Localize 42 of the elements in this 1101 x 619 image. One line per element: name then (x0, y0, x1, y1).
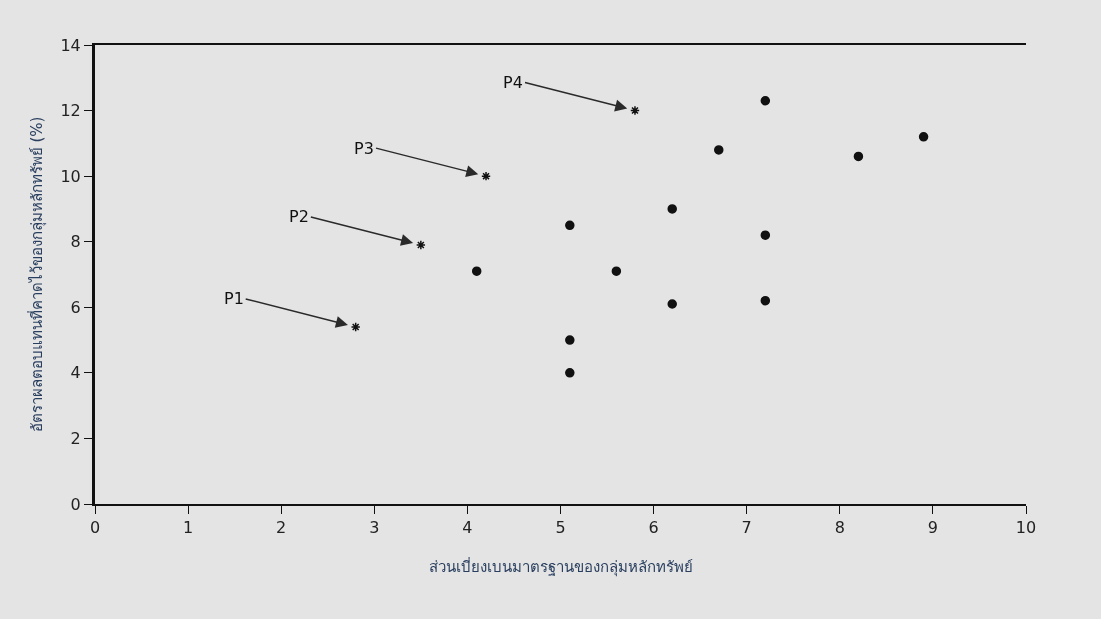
point (565, 220, 575, 231)
point (714, 145, 724, 155)
x-tick-label: 6 (648, 518, 659, 538)
point (918, 132, 929, 142)
y-tick-label: 0 (70, 494, 81, 514)
y-tick-label: 12 (60, 101, 81, 121)
point (760, 295, 771, 306)
point (565, 368, 575, 378)
y-tick-label: 10 (60, 166, 81, 186)
point (611, 266, 622, 276)
x-tick-label: 3 (369, 518, 380, 538)
y-tick-label: 8 (70, 232, 81, 252)
x-tick-label: 5 (555, 518, 566, 538)
x-tick-label: 1 (183, 518, 194, 538)
x-tick-label: 4 (462, 518, 473, 538)
point (471, 266, 482, 276)
point (760, 230, 771, 240)
point (630, 105, 640, 116)
y-tick-label: 14 (60, 35, 81, 55)
annotation: P4 (503, 73, 523, 92)
y-tick-label: 2 (70, 429, 81, 449)
annotation: P3 (354, 139, 374, 158)
point (565, 335, 575, 345)
y-tick-label: 6 (70, 297, 81, 317)
point (415, 240, 426, 250)
y-axis-title: อัตราผลตอบแทนที่คาดไว้ของกลุ่มหลักทรัพย์ (%) (25, 116, 47, 433)
point (853, 151, 864, 162)
annotation: P1 (224, 289, 244, 308)
point (350, 322, 361, 332)
y-tick-label: 4 (70, 363, 81, 383)
x-axis-title: ส่วนเบี่ยงเบนมาตรฐานของกลุ่มหลักทรัพย์ (428, 555, 693, 577)
x-tick-label: 7 (741, 518, 752, 538)
point (760, 95, 771, 106)
x-tick-label: 10 (1015, 518, 1037, 538)
x-tick-label: 0 (89, 518, 101, 538)
x-tick-label: 2 (276, 518, 287, 538)
point (667, 299, 677, 309)
annotation: P2 (289, 207, 309, 226)
point (481, 171, 491, 182)
x-tick-label: 9 (927, 518, 938, 538)
x-tick-label: 8 (834, 518, 845, 538)
point (667, 204, 677, 214)
